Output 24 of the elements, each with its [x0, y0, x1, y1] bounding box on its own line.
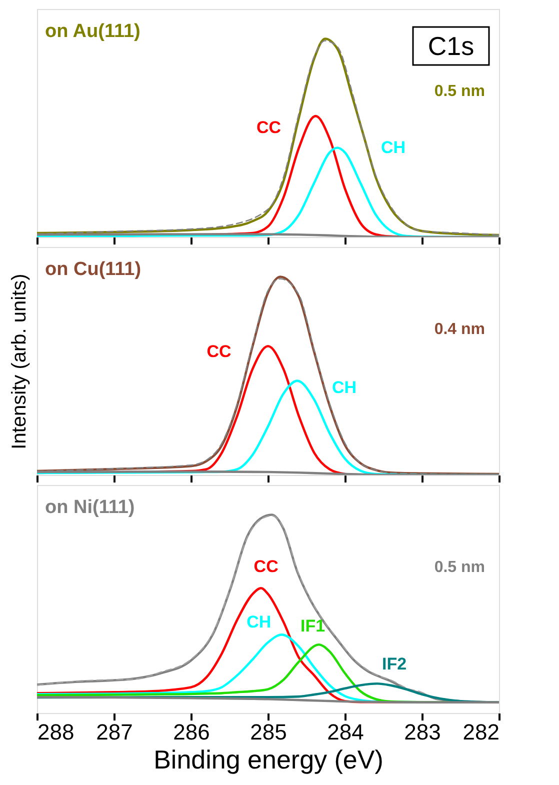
x-tick-label: 282: [462, 720, 500, 744]
series-label: CH: [381, 138, 406, 157]
annotation: C1s: [428, 31, 474, 61]
x-tick-label: 284: [327, 720, 364, 744]
x-tick-label: 287: [96, 720, 133, 744]
annotation: 0.5 nm: [434, 83, 485, 100]
series-label: CH: [246, 612, 272, 632]
x-tick-label: 288: [38, 720, 74, 744]
chart-title: on Au(111): [45, 21, 140, 42]
series-label: CC: [256, 118, 282, 138]
x-tick-label: 285: [250, 720, 287, 744]
x-tick-label: 283: [404, 720, 441, 744]
x-tick-label: 286: [173, 720, 210, 744]
series-label: IF2: [382, 654, 407, 674]
series-label: CH: [332, 378, 357, 397]
series-label: CC: [254, 557, 278, 576]
x-axis-title: Binding energy (eV): [154, 744, 384, 774]
series-label: CC: [206, 342, 232, 362]
chart-title: on Cu(111): [45, 259, 142, 280]
annotation: 0.4 nm: [434, 321, 485, 338]
y-axis-title: Intensity (arb. units): [8, 274, 30, 450]
annotation: 0.5 nm: [434, 559, 485, 576]
chart-title: on Ni(111): [45, 497, 135, 518]
series-label: IF1: [300, 616, 326, 636]
